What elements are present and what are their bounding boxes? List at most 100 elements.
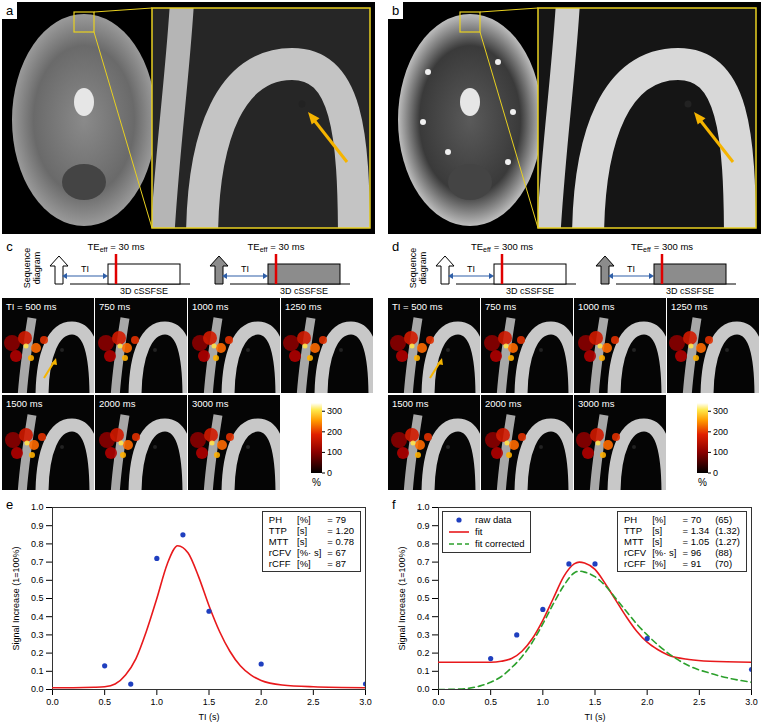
svg-text:1250 ms: 1250 ms xyxy=(285,301,322,312)
html-text:[s]: [s] xyxy=(297,536,308,547)
svg-text:TEeff= 30 ms: TEeff= 30 ms xyxy=(88,241,145,253)
svg-text:%: % xyxy=(698,477,707,488)
svg-text:2.5: 2.5 xyxy=(307,697,320,707)
svg-text:0.5: 0.5 xyxy=(484,697,497,707)
svg-text:750 ms: 750 ms xyxy=(485,301,516,312)
svg-text:TEeff= 30 ms: TEeff= 30 ms xyxy=(248,241,305,253)
html-text:(65): (65) xyxy=(715,514,733,525)
svg-text:0.2: 0.2 xyxy=(31,648,44,658)
svg-text:750 ms: 750 ms xyxy=(99,301,130,312)
html-text:= 1.20: = 1.20 xyxy=(327,525,354,536)
svg-text:0.7: 0.7 xyxy=(31,557,44,567)
svg-text:Signal Increase (1=100%): Signal Increase (1=100%) xyxy=(11,547,21,651)
svg-text:0.2: 0.2 xyxy=(417,648,430,658)
svg-text:TI: TI xyxy=(467,264,475,274)
svg-text:Signal Increase (1=100%): Signal Increase (1=100%) xyxy=(397,547,407,651)
svg-text:0.5: 0.5 xyxy=(31,593,44,603)
svg-text:0.8: 0.8 xyxy=(417,539,430,549)
svg-text:100: 100 xyxy=(327,447,342,457)
svg-text:1.5: 1.5 xyxy=(589,697,602,707)
svg-text:1250 ms: 1250 ms xyxy=(671,301,708,312)
svg-text:3D cSSFSE: 3D cSSFSE xyxy=(120,286,168,296)
svg-text:0.0: 0.0 xyxy=(31,684,44,694)
svg-text:0.9: 0.9 xyxy=(31,521,44,531)
html-text:TTP: TTP xyxy=(624,525,642,536)
svg-text:1.0: 1.0 xyxy=(31,502,44,512)
svg-text:d: d xyxy=(392,239,399,254)
svg-text:1.0: 1.0 xyxy=(151,697,164,707)
svg-text:0.6: 0.6 xyxy=(31,575,44,585)
svg-text:TI (s): TI (s) xyxy=(199,712,220,722)
svg-text:300: 300 xyxy=(713,406,728,416)
svg-text:3D cSSFSE: 3D cSSFSE xyxy=(506,286,554,296)
svg-text:3D cSSFSE: 3D cSSFSE xyxy=(280,286,328,296)
html-text:rCFF: rCFF xyxy=(268,558,291,569)
svg-text:2000 ms: 2000 ms xyxy=(99,398,136,409)
svg-text:2000 ms: 2000 ms xyxy=(485,398,522,409)
svg-text:TI: TI xyxy=(627,264,635,274)
svg-text:0.0: 0.0 xyxy=(432,697,445,707)
svg-text:0.5: 0.5 xyxy=(417,593,430,603)
svg-text:1500 ms: 1500 ms xyxy=(6,398,43,409)
html-text:[s]: [s] xyxy=(297,525,308,536)
svg-text:200: 200 xyxy=(327,427,342,437)
svg-text:TI = 500 ms: TI = 500 ms xyxy=(6,301,57,312)
svg-text:a: a xyxy=(6,3,14,18)
html-text:= 87: = 87 xyxy=(327,558,347,569)
svg-text:TI = 500 ms: TI = 500 ms xyxy=(392,301,443,312)
html-text:= 0.78: = 0.78 xyxy=(327,536,354,547)
svg-text:0.5: 0.5 xyxy=(98,697,111,707)
svg-text:1.0: 1.0 xyxy=(417,502,430,512)
svg-text:TEeff= 300 ms: TEeff= 300 ms xyxy=(631,241,693,253)
svg-text:3000 ms: 3000 ms xyxy=(192,398,229,409)
svg-text:0.1: 0.1 xyxy=(417,666,430,676)
html-text:= 79: = 79 xyxy=(327,514,347,525)
svg-text:1500 ms: 1500 ms xyxy=(392,398,429,409)
svg-text:0: 0 xyxy=(327,468,332,478)
html-text:= 70: = 70 xyxy=(682,514,702,525)
svg-text:2.0: 2.0 xyxy=(255,697,268,707)
svg-text:0.3: 0.3 xyxy=(31,630,44,640)
svg-text:100: 100 xyxy=(713,447,728,457)
svg-text:3.0: 3.0 xyxy=(745,697,758,707)
svg-text:300: 300 xyxy=(327,406,342,416)
svg-text:0.7: 0.7 xyxy=(417,557,430,567)
svg-text:Sequencediagram: Sequencediagram xyxy=(22,248,42,289)
svg-text:TI (s): TI (s) xyxy=(585,712,606,722)
svg-text:200: 200 xyxy=(713,427,728,437)
svg-text:Sequencediagram: Sequencediagram xyxy=(408,248,428,289)
svg-text:0.3: 0.3 xyxy=(417,630,430,640)
html-text:= 67: = 67 xyxy=(327,547,347,558)
svg-text:TI: TI xyxy=(81,264,89,274)
svg-text:2.5: 2.5 xyxy=(693,697,706,707)
svg-text:c: c xyxy=(6,239,13,254)
svg-text:b: b xyxy=(392,3,399,18)
svg-text:1.0: 1.0 xyxy=(537,697,550,707)
html-text:TTP: TTP xyxy=(268,525,287,536)
svg-text:TI: TI xyxy=(241,264,249,274)
svg-text:1000 ms: 1000 ms xyxy=(578,301,615,312)
html-text:[s]: [s] xyxy=(652,525,663,536)
svg-text:3D cSSFSE: 3D cSSFSE xyxy=(666,286,714,296)
svg-text:0.9: 0.9 xyxy=(417,521,430,531)
svg-text:0.0: 0.0 xyxy=(417,684,430,694)
svg-text:1000 ms: 1000 ms xyxy=(192,301,229,312)
html-text:PH: PH xyxy=(624,514,638,525)
html-text:rCFV: rCFV xyxy=(268,547,291,558)
svg-text:3000 ms: 3000 ms xyxy=(578,398,615,409)
svg-text:0.1: 0.1 xyxy=(31,666,44,676)
svg-text:0: 0 xyxy=(713,468,718,478)
svg-text:0.0: 0.0 xyxy=(46,697,59,707)
svg-text:0.8: 0.8 xyxy=(31,539,44,549)
svg-text:0.6: 0.6 xyxy=(417,575,430,585)
html-text:PH: PH xyxy=(268,514,283,525)
html-text:MTT: MTT xyxy=(268,536,289,547)
svg-text:%: % xyxy=(312,477,321,488)
svg-text:TEeff= 300 ms: TEeff= 300 ms xyxy=(471,241,533,253)
svg-text:0.4: 0.4 xyxy=(417,612,430,622)
svg-text:0.4: 0.4 xyxy=(31,612,44,622)
svg-text:2.0: 2.0 xyxy=(641,697,654,707)
svg-text:3.0: 3.0 xyxy=(359,697,372,707)
svg-text:1.5: 1.5 xyxy=(203,697,216,707)
html-text:[%· s]: [%· s] xyxy=(297,547,322,558)
